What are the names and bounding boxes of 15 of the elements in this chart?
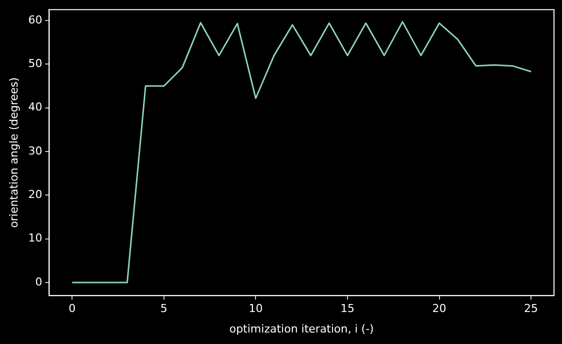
y-tick-label: 30 (28, 144, 42, 158)
y-tick-label: 10 (28, 232, 42, 245)
y-tick-label: 20 (28, 188, 42, 202)
y-tick-label: 60 (28, 13, 42, 26)
y-tick-label: 50 (28, 57, 42, 70)
y-tick-label: 0 (35, 275, 42, 288)
x-axis-title: optimization iteration, i (-) (229, 322, 374, 336)
x-tick-label: 0 (68, 302, 76, 316)
x-tick-label: 20 (432, 302, 446, 316)
x-tick-label: 25 (524, 302, 538, 316)
y-tick-label: 40 (28, 100, 42, 114)
y-axis-title: orientation angle (degrees) (7, 77, 20, 228)
x-tick-label: 10 (248, 302, 263, 316)
x-tick-label: 5 (160, 302, 168, 316)
x-tick-label: 15 (340, 302, 354, 316)
